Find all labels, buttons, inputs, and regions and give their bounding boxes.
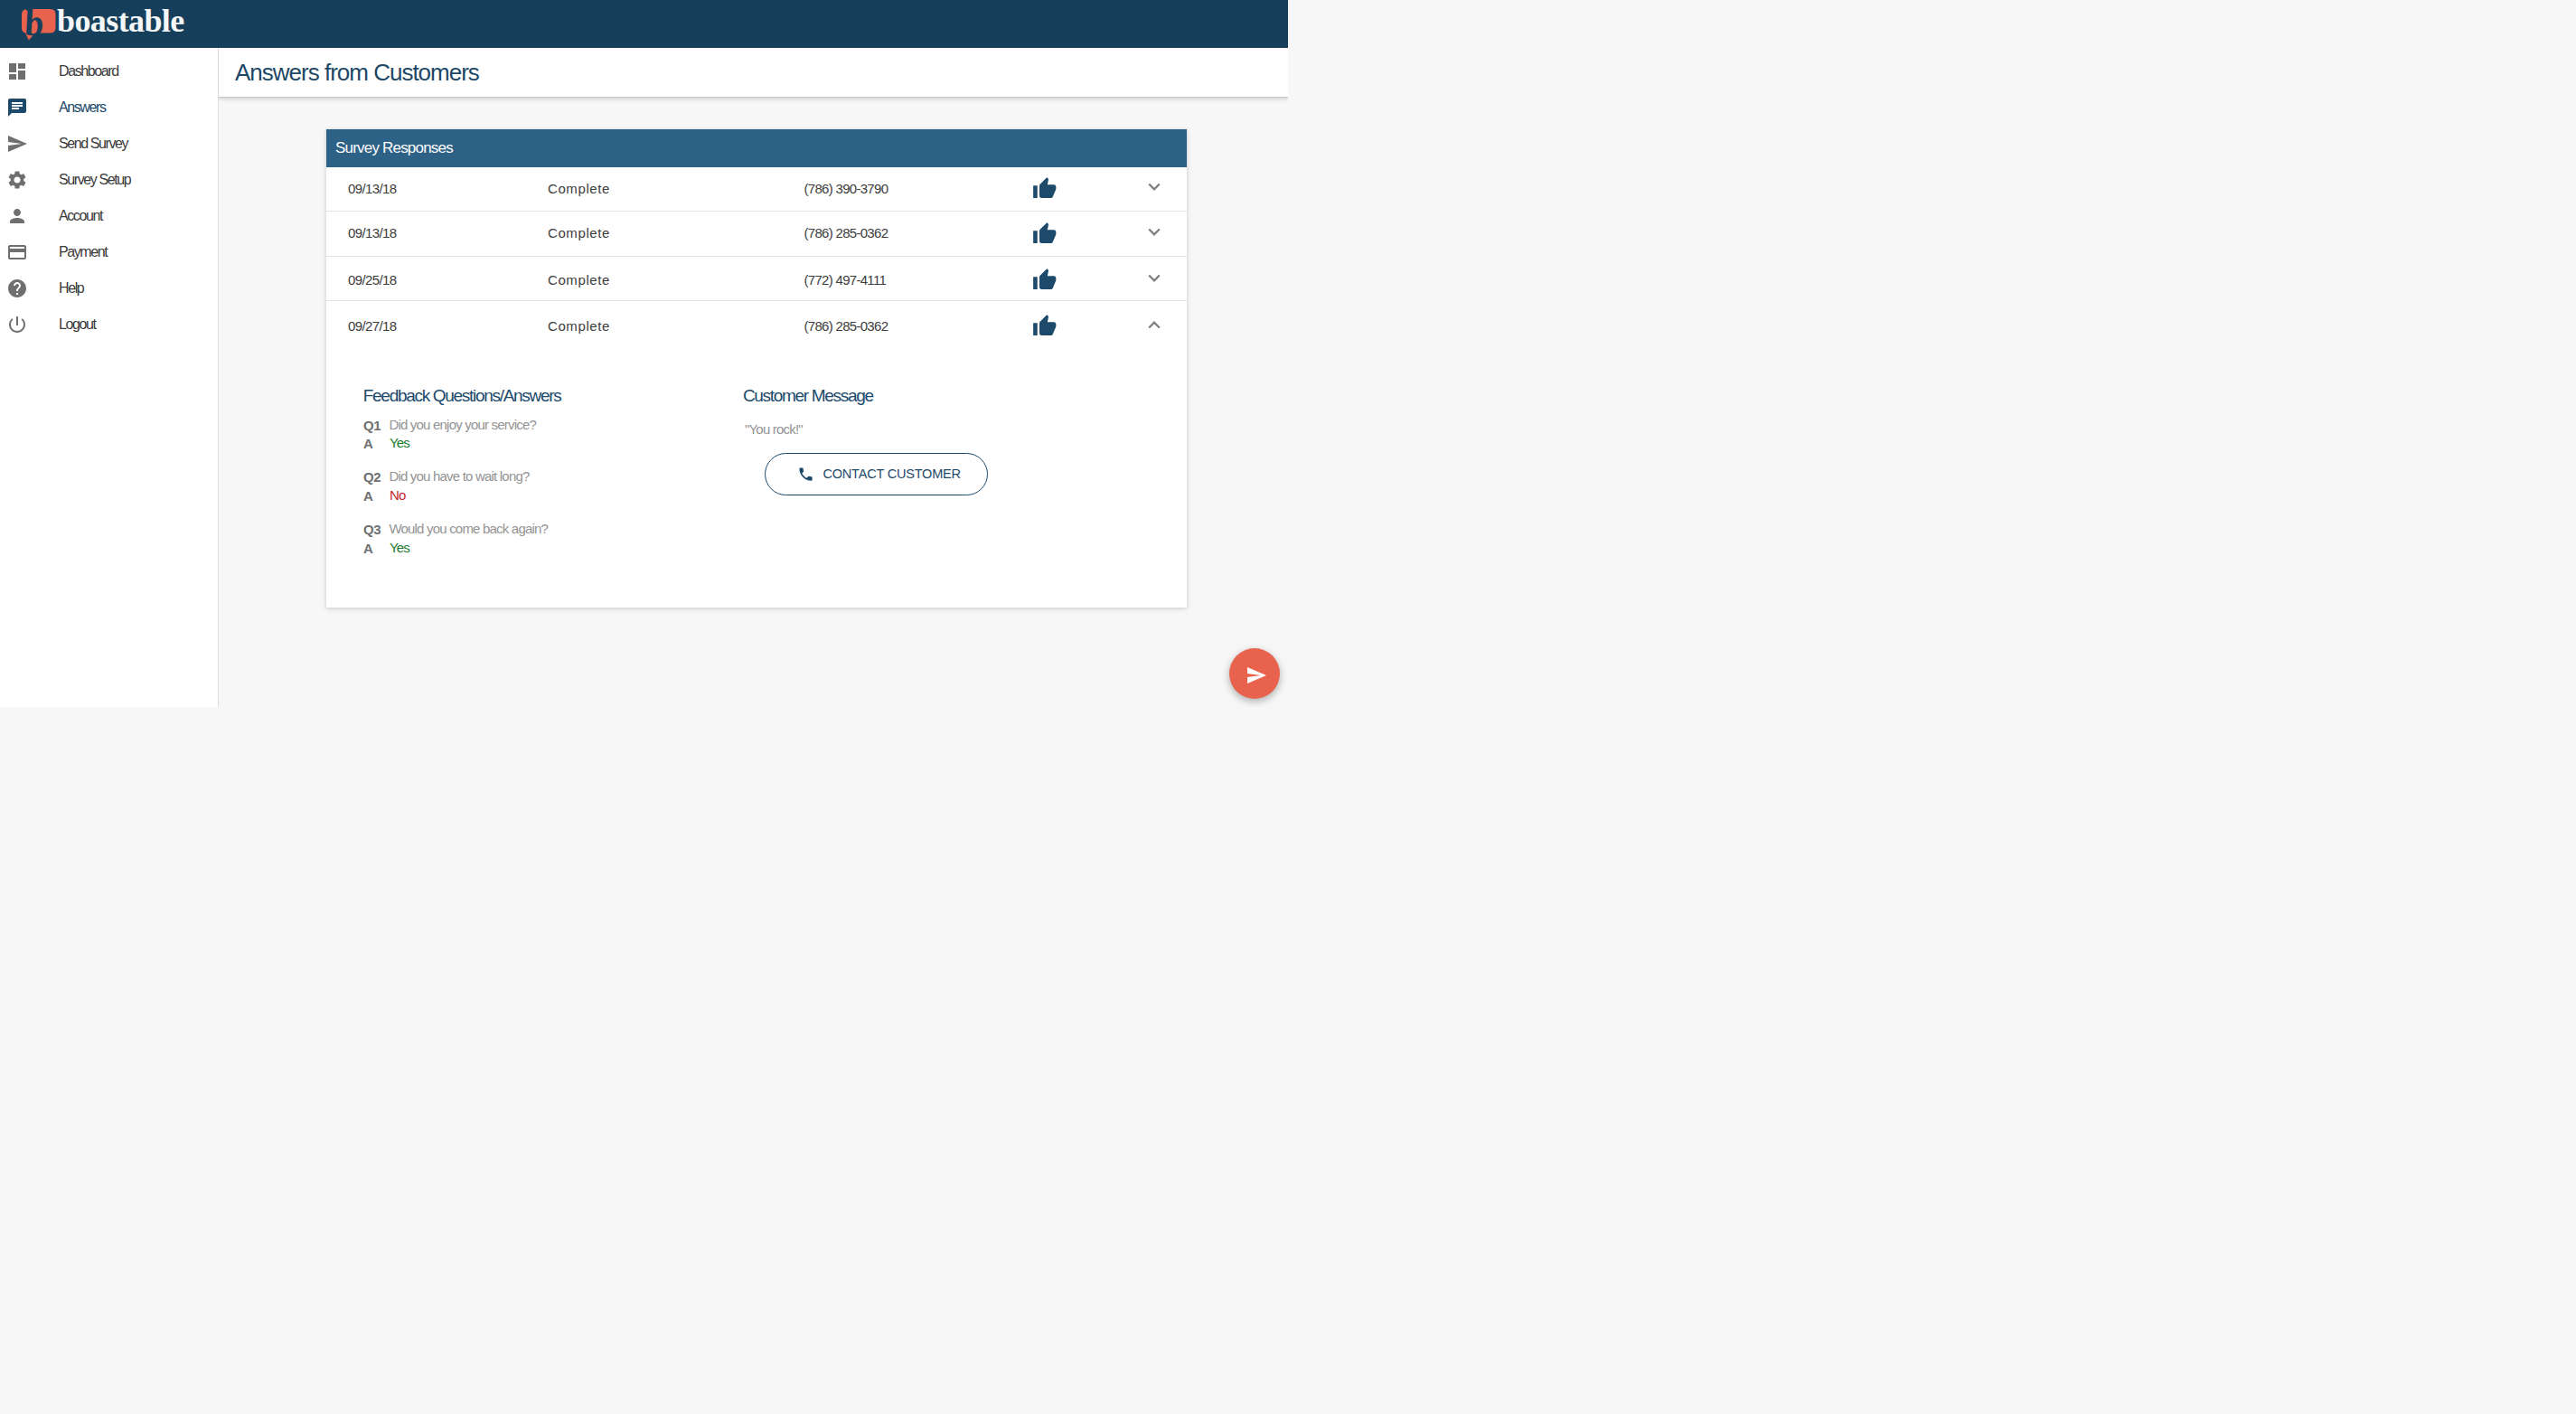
svg-text:b: b: [22, 9, 46, 43]
